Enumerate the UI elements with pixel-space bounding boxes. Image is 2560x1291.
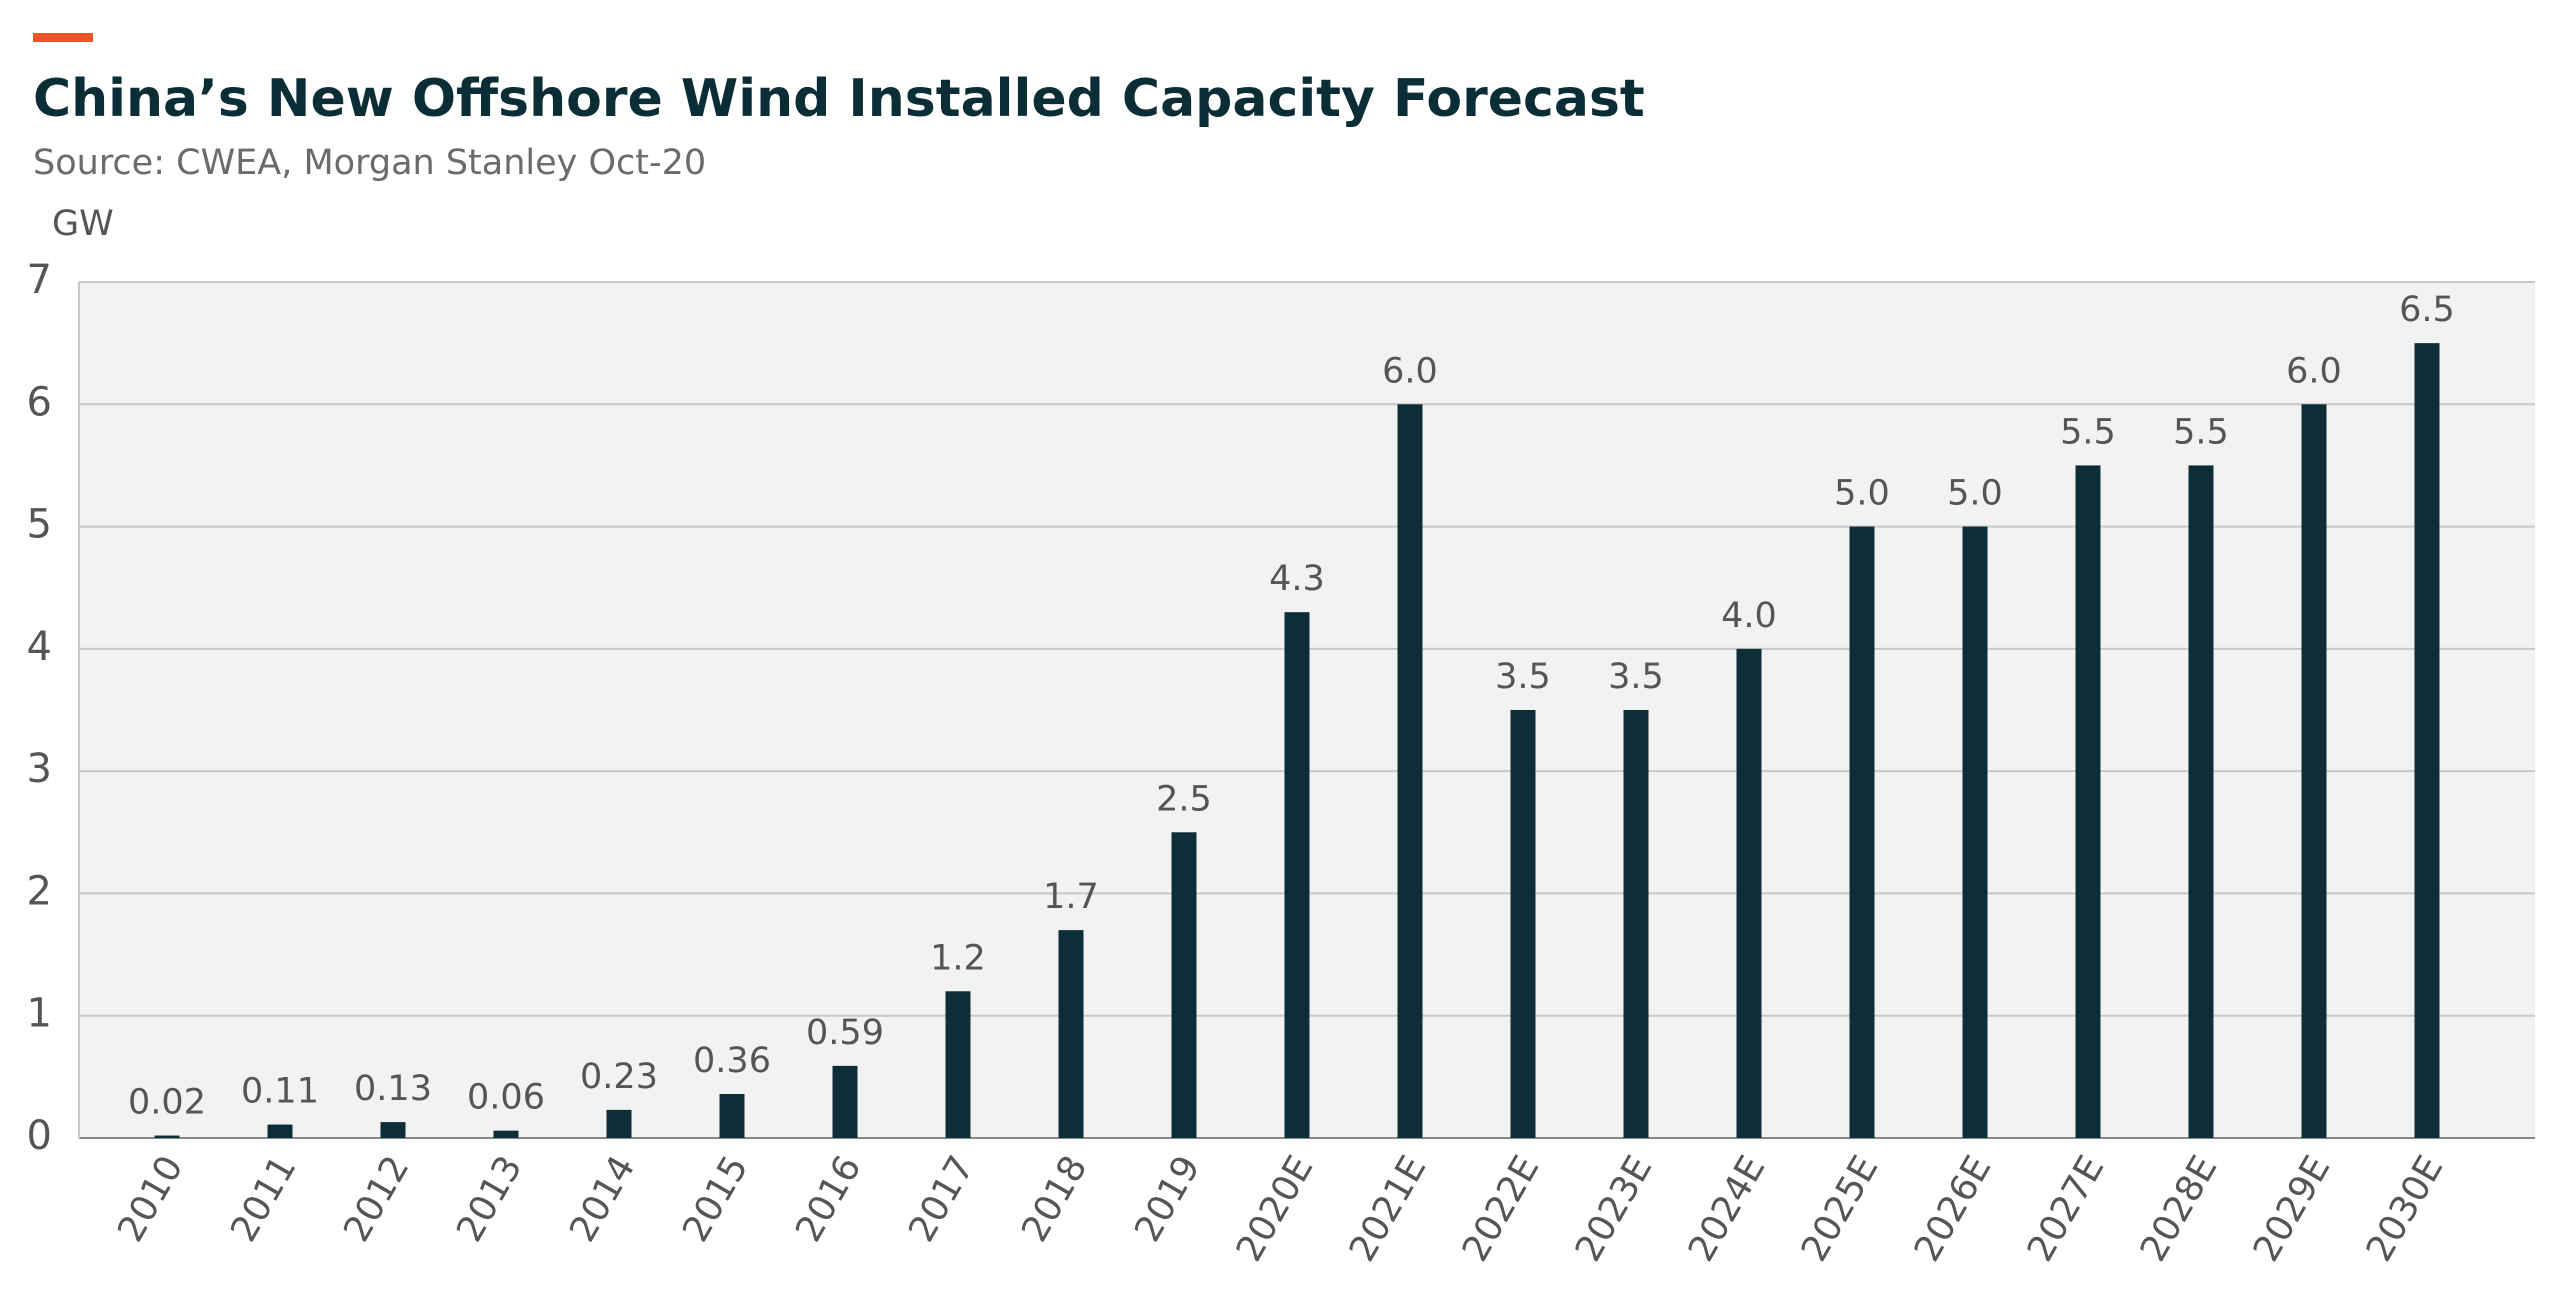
bar xyxy=(267,1124,293,1138)
x-tick-label: 2015 xyxy=(675,1149,756,1249)
value-label: 5.0 xyxy=(1834,474,1890,514)
value-label: 4.0 xyxy=(1721,596,1777,636)
value-label: 0.02 xyxy=(128,1083,206,1123)
value-label: 5.5 xyxy=(2060,412,2116,452)
bar xyxy=(1284,612,1310,1138)
bar xyxy=(2301,404,2327,1138)
bar xyxy=(2188,465,2214,1138)
y-tick-label: 2 xyxy=(27,868,52,914)
value-label: 0.06 xyxy=(467,1078,545,1118)
y-tick-label: 3 xyxy=(27,746,52,792)
y-tick-label: 1 xyxy=(27,991,52,1037)
x-tick-label: 2016 xyxy=(788,1149,869,1249)
y-tick-label: 0 xyxy=(27,1113,52,1159)
value-label: 1.7 xyxy=(1043,877,1099,917)
accent-bar xyxy=(33,33,93,42)
x-tick-label: 2023E xyxy=(1568,1149,1661,1269)
value-label: 0.11 xyxy=(241,1072,319,1112)
x-tick-label: 2013 xyxy=(449,1149,530,1249)
x-tick-label: 2027E xyxy=(2020,1149,2113,1269)
x-tick-label: 2019 xyxy=(1127,1149,1208,1249)
chart-title: China’s New Offshore Wind Installed Capa… xyxy=(33,69,1645,129)
value-label: 2.5 xyxy=(1156,779,1212,819)
bar xyxy=(1736,648,1762,1138)
bar xyxy=(493,1130,519,1138)
bar xyxy=(1397,404,1423,1138)
x-tick-label: 2011 xyxy=(223,1149,304,1249)
value-label: 5.5 xyxy=(2173,412,2229,452)
value-label: 0.23 xyxy=(580,1057,658,1097)
bar xyxy=(945,991,971,1138)
bar xyxy=(832,1065,858,1138)
value-label: 6.0 xyxy=(2286,351,2342,391)
x-tick-label: 2024E xyxy=(1681,1149,1774,1269)
bar xyxy=(2075,465,2101,1138)
chart-subtitle: Source: CWEA, Morgan Stanley Oct-20 xyxy=(33,143,706,183)
x-tick-label: 2029E xyxy=(2246,1149,2339,1269)
x-tick-label: 2021E xyxy=(1342,1149,1435,1269)
value-label: 0.59 xyxy=(806,1013,884,1053)
x-tick-label: 2010 xyxy=(110,1149,191,1249)
value-label: 3.5 xyxy=(1495,657,1551,697)
y-tick-label: 5 xyxy=(27,502,52,548)
bar xyxy=(380,1122,406,1138)
bar xyxy=(1962,526,1988,1138)
x-tick-label: 2020E xyxy=(1229,1149,1322,1269)
x-tick-label: 2014 xyxy=(562,1149,643,1249)
value-label: 1.2 xyxy=(930,938,986,978)
x-tick-label: 2022E xyxy=(1455,1149,1548,1269)
y-axis-label: GW xyxy=(52,204,114,244)
value-label: 6.5 xyxy=(2399,290,2455,330)
value-label: 5.0 xyxy=(1947,474,2003,514)
bar xyxy=(606,1109,632,1138)
bar xyxy=(1510,710,1536,1138)
y-tick-label: 6 xyxy=(27,379,52,425)
bar xyxy=(1623,710,1649,1138)
x-tick-label: 2017 xyxy=(901,1149,982,1249)
value-label: 0.36 xyxy=(693,1041,771,1081)
value-label: 3.5 xyxy=(1608,657,1664,697)
x-tick-label: 2028E xyxy=(2133,1149,2226,1269)
x-tick-label: 2026E xyxy=(1907,1149,2000,1269)
x-tick-label: 2018 xyxy=(1014,1149,1095,1249)
x-tick-label: 2012 xyxy=(336,1149,417,1249)
value-label: 0.13 xyxy=(354,1069,432,1109)
x-tick-label: 2030E xyxy=(2359,1149,2452,1269)
value-label: 4.3 xyxy=(1269,559,1325,599)
y-tick-label: 7 xyxy=(27,257,52,303)
bar xyxy=(1058,930,1084,1138)
bar xyxy=(1849,526,1875,1138)
bar xyxy=(2414,343,2440,1139)
bar xyxy=(154,1135,180,1138)
y-tick-label: 4 xyxy=(27,624,52,670)
value-label: 6.0 xyxy=(1382,351,1438,391)
bar xyxy=(1171,832,1197,1138)
x-tick-label: 2025E xyxy=(1794,1149,1887,1269)
bar xyxy=(719,1093,745,1138)
